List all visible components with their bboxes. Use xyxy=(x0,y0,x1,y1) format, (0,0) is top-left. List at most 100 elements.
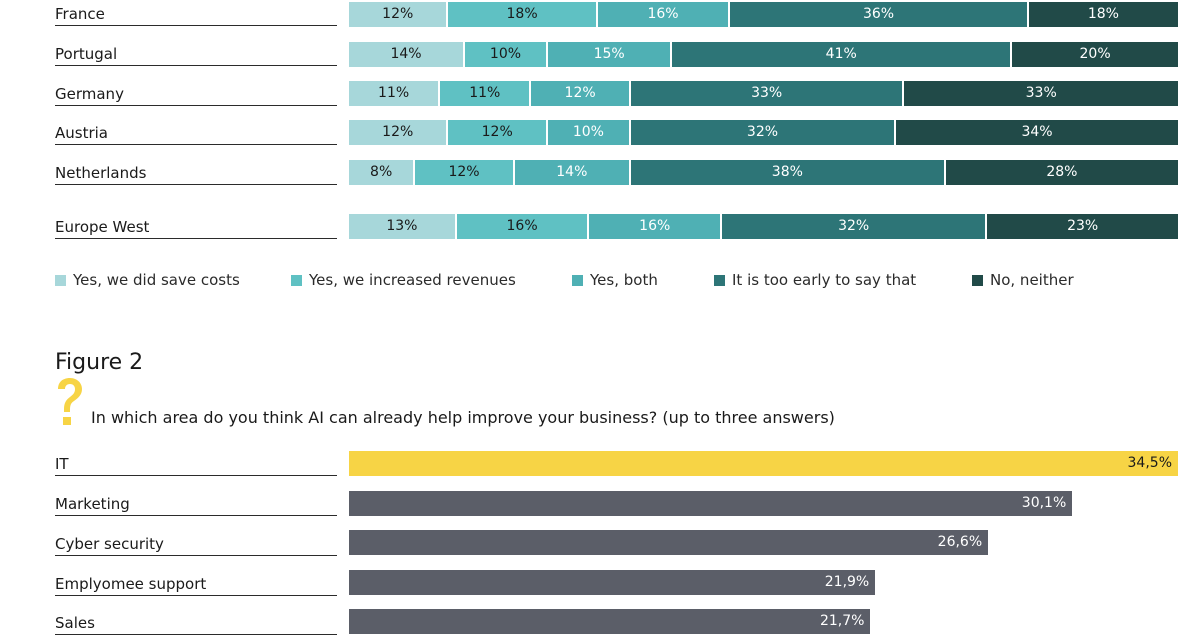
segment-value-label: 12% xyxy=(481,124,513,140)
legend-swatch xyxy=(291,274,302,286)
stacked-bar-segment: 12% xyxy=(349,2,447,27)
stacked-bar-segment: 18% xyxy=(448,2,596,27)
legend-item: No, neither xyxy=(972,270,1074,290)
segment-value-label: 12% xyxy=(382,6,414,22)
bar-value-label: 30,1% xyxy=(1021,495,1067,511)
stacked-bar-segment: 11% xyxy=(349,81,439,106)
legend-item: It is too early to say that xyxy=(714,270,916,290)
stacked-bar-segment: 32% xyxy=(722,214,986,239)
legend-label: Yes, both xyxy=(590,271,658,289)
chart-legend: Yes, we did save costs Yes, we increased … xyxy=(55,270,1175,290)
segment-value-label: 20% xyxy=(1079,46,1111,62)
legend-swatch xyxy=(55,274,66,286)
legend-swatch xyxy=(972,274,983,286)
segment-value-label: 32% xyxy=(746,124,779,140)
stacked-bar-segment: 34% xyxy=(896,120,1178,145)
stacked-bar-segment: 12% xyxy=(349,120,447,145)
stacked-bar-segment: 11% xyxy=(440,81,530,106)
row-label: France xyxy=(55,5,337,26)
stacked-bar-segment: 8% xyxy=(349,160,414,185)
stacked-bar-segment: 14% xyxy=(349,42,464,67)
segment-value-label: 11% xyxy=(378,85,410,101)
stacked-bar-segment: 33% xyxy=(630,81,903,106)
segment-value-label: 18% xyxy=(1087,6,1119,22)
segment-value-label: 12% xyxy=(382,124,414,140)
legend-item: Yes, we did save costs xyxy=(55,270,240,290)
stacked-bar-segment: 10% xyxy=(465,42,546,67)
stacked-bar-segment: 12% xyxy=(448,120,546,145)
segment-value-label: 33% xyxy=(751,85,783,101)
stacked-bar-segment: 32% xyxy=(630,120,895,145)
bar-value-label: 21,9% xyxy=(824,574,870,590)
stacked-bar-segment: 15% xyxy=(547,42,671,67)
legend-label: No, neither xyxy=(990,271,1074,289)
bar-row-label: IT xyxy=(55,455,337,476)
segment-value-label: 13% xyxy=(386,218,418,234)
bar-value-label: 26,6% xyxy=(937,534,983,550)
segment-value-label: 28% xyxy=(1046,164,1078,180)
stacked-bar-segment: 13% xyxy=(349,214,455,239)
figure-title: Figure 2 xyxy=(55,350,144,375)
segment-value-label: 41% xyxy=(825,46,857,62)
stacked-bar-segment: 38% xyxy=(630,160,944,185)
bar-value-label: 34,5% xyxy=(1127,455,1172,471)
legend-label: Yes, we did save costs xyxy=(73,271,240,289)
segment-value-label: 23% xyxy=(1067,218,1099,234)
stacked-bar-segment: 16% xyxy=(456,214,588,239)
stacked-bar-segment: 33% xyxy=(904,81,1178,106)
bar-row-label: Marketing xyxy=(55,495,337,516)
segment-value-label: 38% xyxy=(771,164,803,180)
bar-row-label: Sales xyxy=(55,614,337,635)
bar: 21,7% xyxy=(349,609,871,634)
legend-label: It is too early to say that xyxy=(732,271,917,289)
question-mark-icon xyxy=(58,378,82,425)
segment-value-label: 11% xyxy=(469,85,501,101)
segment-value-label: 15% xyxy=(593,46,625,62)
figure-question: In which area do you think AI can alread… xyxy=(91,408,835,427)
segment-value-label: 16% xyxy=(506,218,538,234)
legend-item: Yes, we increased revenues xyxy=(291,270,516,290)
stacked-bar-segment: 28% xyxy=(945,160,1178,185)
segment-value-label: 16% xyxy=(639,218,671,234)
row-label: Europe West xyxy=(55,218,337,239)
segment-value-label: 33% xyxy=(1025,85,1057,101)
legend-label: Yes, we increased revenues xyxy=(309,271,516,289)
segment-value-label: 32% xyxy=(838,218,870,234)
segment-value-label: 36% xyxy=(862,6,895,22)
row-label: Austria xyxy=(55,124,337,145)
stacked-bar-segment: 20% xyxy=(1012,42,1178,67)
stacked-bar-segment: 18% xyxy=(1028,2,1178,27)
bar-row-label: Cyber security xyxy=(55,535,337,556)
stacked-bar-segment: 14% xyxy=(514,160,629,185)
bar-row-label: Emplyomee support xyxy=(55,575,337,596)
stacked-bar-segment: 16% xyxy=(589,214,721,239)
bar: 26,6% xyxy=(349,530,989,555)
legend-item: Yes, both xyxy=(572,270,658,290)
stacked-bar-segment: 12% xyxy=(415,160,513,185)
segment-value-label: 10% xyxy=(489,46,522,62)
segment-value-label: 16% xyxy=(647,6,679,22)
segment-value-label: 14% xyxy=(556,164,588,180)
row-label: Germany xyxy=(55,85,337,106)
stacked-bar-segment: 23% xyxy=(987,214,1178,239)
segment-value-label: 14% xyxy=(390,46,422,62)
stacked-bar-segment: 41% xyxy=(672,42,1011,67)
stacked-bar-segment: 36% xyxy=(730,2,1027,27)
stacked-bar-segment: 16% xyxy=(597,2,729,27)
bar: 34,5% xyxy=(349,451,1178,476)
legend-swatch xyxy=(714,274,725,286)
legend-swatch xyxy=(572,274,583,286)
stacked-bar-segment: 12% xyxy=(531,81,629,106)
segment-value-label: 12% xyxy=(448,164,480,180)
bar: 30,1% xyxy=(349,491,1073,516)
bar-value-label: 21,7% xyxy=(819,613,865,629)
segment-value-label: 18% xyxy=(506,6,538,22)
bar: 21,9% xyxy=(349,570,876,595)
row-label: Netherlands xyxy=(55,164,337,185)
segment-value-label: 10% xyxy=(572,124,604,140)
segment-value-label: 12% xyxy=(564,85,596,101)
segment-value-label: 34% xyxy=(1021,124,1053,140)
segment-value-label: 8% xyxy=(370,164,393,180)
row-label: Portugal xyxy=(55,45,337,66)
stacked-bar-segment: 10% xyxy=(547,120,629,145)
